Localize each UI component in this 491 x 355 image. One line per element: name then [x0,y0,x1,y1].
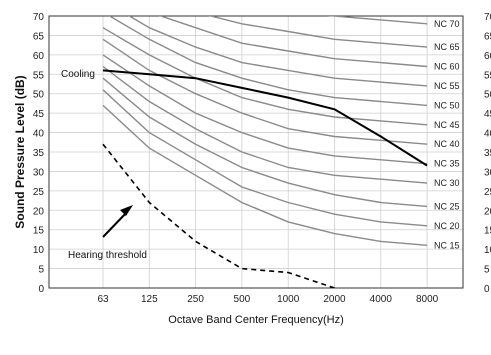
y-tick-label: 20 [33,206,45,217]
hearing-threshold-line [102,143,335,288]
nc-curve-label: NC 70 [434,19,460,29]
y-tick-label: 70 [33,12,45,23]
y-axis-label: Sound Pressure Level (dB) [13,75,27,228]
threshold-arrow-head [120,205,133,216]
nc-curve-label: NC 20 [434,221,460,231]
y-axis-ticks: 0 5 10 15 20 25 30 35 40 45 50 55 60 65 70 [33,12,45,295]
y-tick-label: 65 [33,31,45,42]
x-tick-label: 500 [234,294,251,305]
right-tick-label: 15 [484,226,491,237]
right-tick-label: 55 [484,70,491,81]
nc-curve-label: NC 50 [434,100,460,110]
right-tick-label: 35 [484,148,491,159]
nc-curve-label: NC 60 [434,62,460,72]
nc-curve [102,77,428,208]
nc-curve [102,54,428,165]
right-tick-label: 60 [484,51,491,62]
nc-curves [102,16,428,288]
right-tick-label: 0 [484,284,490,295]
nc-curve-label: NC 55 [434,81,460,91]
nc-curve [326,16,428,25]
plot-frame [48,15,464,289]
y-tick-label: 50 [33,90,45,101]
nc-curve [208,16,428,48]
nc-curve [102,89,428,227]
hearing-threshold-label: Hearing threshold [68,250,147,261]
y-tick-label: 15 [33,226,45,237]
y-tick-label: 45 [33,109,45,120]
right-tick-label: 25 [484,187,491,198]
right-tick-label: 20 [484,206,491,217]
nc-curve [102,27,428,126]
x-axis-ticks: 63 125 250 500 1000 2000 4000 8000 [97,294,438,305]
x-tick-label: 8000 [416,294,439,305]
y-tick-label: 5 [38,265,44,276]
right-tick-label: 70 [484,12,491,23]
right-tick-label: 40 [484,129,491,140]
threshold-arrow-line [102,210,129,238]
y-tick-label: 40 [33,129,45,140]
x-tick-label: 125 [141,294,158,305]
x-tick-label: 63 [97,294,109,305]
right-axis-ticks: 7065605550454035302520151050 [484,12,491,295]
nc-curve-label: NC 15 [434,240,460,250]
right-tick-label: 30 [484,167,491,178]
x-tick-label: 1000 [277,294,300,305]
nc-curve-label: NC 45 [434,120,460,130]
cooling-label: Cooling [61,69,95,80]
nc-labels: NC 15 NC 20 NC 25 NC 30 NC 35 NC 40 NC 45 NC 50… [434,19,460,250]
nc-curve-label: NC 65 [434,42,460,52]
nc-curve [128,16,428,87]
y-tick-label: 60 [33,51,45,62]
right-tick-label: 50 [484,90,491,101]
nc-curve [102,65,428,184]
y-tick-label: 35 [33,148,45,159]
y-tick-label: 25 [33,187,45,198]
right-tick-label: 45 [484,109,491,120]
x-tick-label: 2000 [323,294,346,305]
x-tick-label: 4000 [370,294,393,305]
nc-curve-label: NC 40 [434,139,460,149]
nc-curve-label: NC 25 [434,201,460,211]
nc-curve [108,16,428,107]
y-tick-label: 0 [38,284,44,295]
right-tick-label: 5 [484,265,490,276]
right-tick-label: 65 [484,31,491,42]
y-tick-label: 55 [33,70,45,81]
grid-lines [49,15,463,289]
nc-curve-label: NC 35 [434,159,460,169]
x-axis-label: Octave Band Center Frequency(Hz) [168,314,343,326]
nc-curve [102,104,428,246]
x-tick-label: 250 [187,294,204,305]
y-tick-label: 10 [33,245,45,256]
nc-curve [158,16,428,68]
y-tick-label: 30 [33,167,45,178]
right-tick-label: 10 [484,245,491,256]
cooling-line [102,69,428,167]
nc-curve-label: NC 30 [434,178,460,188]
